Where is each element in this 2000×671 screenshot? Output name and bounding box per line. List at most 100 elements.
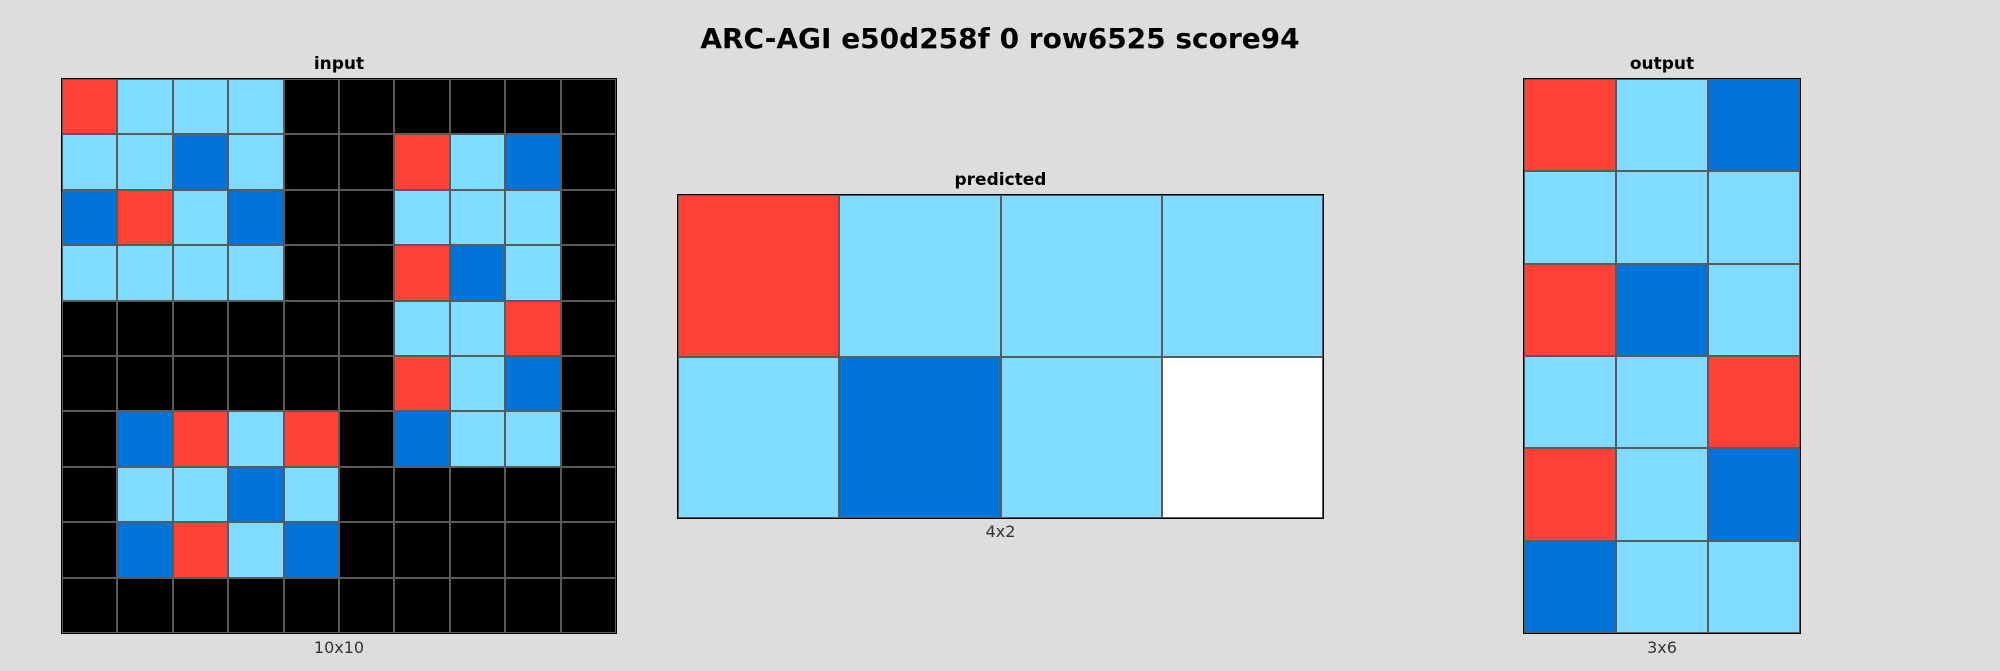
output-panel: output 3x6 (1523, 54, 1801, 666)
input-grid-cell (394, 134, 450, 190)
input-grid-cell (172, 134, 229, 190)
input-grid-cell (449, 189, 506, 246)
input-grid-cell (117, 79, 173, 135)
input-grid-cell (228, 189, 284, 246)
predicted-grid-cell (1161, 356, 1323, 518)
input-grid-cell (339, 522, 395, 578)
input-grid-cell (505, 411, 561, 467)
input-grid-cell (394, 300, 450, 356)
predicted-panel-title: predicted (954, 170, 1047, 190)
input-grid-cell (62, 300, 118, 356)
input-grid-cell (228, 79, 284, 135)
input-grid-cell (449, 134, 506, 190)
input-grid-cell (172, 79, 229, 135)
input-grid (61, 78, 617, 634)
output-grid-cell (1616, 540, 1708, 633)
input-grid-cell (449, 466, 506, 523)
input-grid-cell (62, 577, 118, 633)
output-grid-cell (1524, 79, 1616, 172)
input-grid-cell (62, 79, 118, 135)
output-grid-cell (1524, 263, 1616, 356)
input-grid-cell (62, 189, 118, 246)
input-grid-cell (228, 577, 284, 633)
output-grid-cell (1616, 263, 1708, 356)
output-grid-cell (1616, 79, 1708, 172)
input-grid-cell (283, 356, 339, 412)
input-grid-cell (394, 189, 450, 246)
output-grid-cell (1708, 171, 1800, 264)
input-grid-cell (339, 466, 395, 523)
predicted-grid (677, 194, 1324, 519)
output-grid-cell (1524, 171, 1616, 264)
input-grid-cell (172, 356, 229, 412)
input-grid-cell (228, 134, 284, 190)
input-grid-cell (117, 300, 173, 356)
output-grid-cell (1524, 540, 1616, 633)
input-grid-cell (449, 79, 506, 135)
input-grid-cell (339, 411, 395, 467)
input-grid-cell (117, 411, 173, 467)
output-grid-cell (1616, 356, 1708, 449)
input-grid-cell (62, 356, 118, 412)
input-grid-cell (505, 356, 561, 412)
input-grid-cell (394, 411, 450, 467)
input-grid-cell (283, 577, 339, 633)
predicted-grid-cell (678, 356, 840, 518)
input-grid-cell (228, 411, 284, 467)
input-grid-cell (505, 577, 561, 633)
input-grid-cell (394, 522, 450, 578)
input-grid-cell (339, 79, 395, 135)
predicted-grid-cell (1161, 195, 1323, 357)
input-grid-cell (228, 466, 284, 523)
input-grid-cell (394, 577, 450, 633)
input-grid-cell (505, 79, 561, 135)
input-grid-cell (560, 577, 616, 633)
input-grid-cell (449, 300, 506, 356)
output-grid-cell (1708, 448, 1800, 541)
input-grid-cell (172, 245, 229, 301)
input-grid-cell (172, 522, 229, 578)
input-grid-cell (172, 577, 229, 633)
predicted-grid-cell (678, 195, 840, 357)
input-grid-cell (560, 466, 616, 523)
output-grid-cell (1708, 356, 1800, 449)
input-grid-cell (449, 522, 506, 578)
input-grid-cell (339, 356, 395, 412)
output-grid-cell (1708, 263, 1800, 356)
input-grid-cell (62, 245, 118, 301)
input-grid-cell (117, 189, 173, 246)
predicted-grid-size: 4x2 (985, 522, 1016, 541)
input-grid-cell (560, 189, 616, 246)
input-grid-cell (283, 300, 339, 356)
output-grid-cell (1708, 540, 1800, 633)
input-grid-cell (172, 466, 229, 523)
output-grid-cell (1524, 448, 1616, 541)
input-grid-cell (505, 189, 561, 246)
input-grid-cell (62, 522, 118, 578)
input-grid-cell (449, 245, 506, 301)
output-panel-title: output (1629, 54, 1695, 74)
output-grid-cell (1708, 79, 1800, 172)
output-grid-cell (1616, 171, 1708, 264)
predicted-panel: predicted 4x2 (677, 170, 1324, 542)
output-grid-cell (1524, 356, 1616, 449)
input-grid-cell (62, 134, 118, 190)
input-grid-cell (505, 522, 561, 578)
input-grid-cell (283, 189, 339, 246)
input-grid-cell (283, 134, 339, 190)
output-grid-size: 3x6 (1647, 638, 1677, 657)
output-grid-cell (1616, 448, 1708, 541)
input-grid-cell (560, 356, 616, 412)
input-grid-cell (394, 466, 450, 523)
input-grid-cell (228, 300, 284, 356)
input-grid-cell (172, 300, 229, 356)
input-grid-cell (62, 466, 118, 523)
predicted-grid-cell (839, 356, 1001, 518)
input-grid-cell (339, 189, 395, 246)
input-grid-cell (560, 79, 616, 135)
input-grid-cell (117, 466, 173, 523)
input-grid-cell (117, 356, 173, 412)
input-grid-cell (560, 134, 616, 190)
predicted-grid-cell (1000, 356, 1162, 518)
input-grid-cell (505, 466, 561, 523)
